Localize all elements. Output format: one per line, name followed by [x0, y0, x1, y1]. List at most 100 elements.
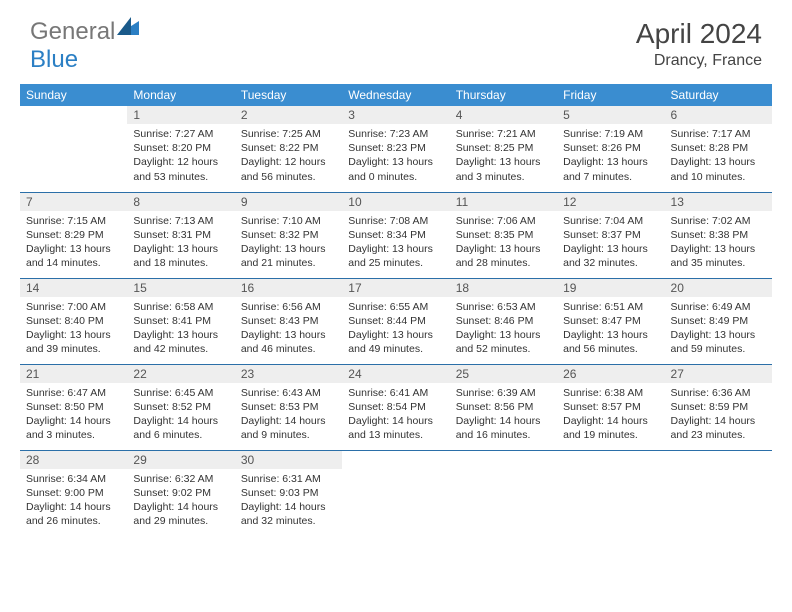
sunrise-text: Sunrise: 6:53 AM	[456, 300, 551, 314]
sunrise-text: Sunrise: 7:27 AM	[133, 127, 228, 141]
calendar-cell: 9 Sunrise: 7:10 AMSunset: 8:32 PMDaylight…	[235, 192, 342, 278]
day-number: 6	[665, 106, 772, 124]
day-number: 29	[127, 451, 234, 469]
sunrise-text: Sunrise: 6:45 AM	[133, 386, 228, 400]
day-info: Sunrise: 6:51 AMSunset: 8:47 PMDaylight:…	[557, 297, 664, 363]
day-number: 9	[235, 193, 342, 211]
daylight-text: Daylight: 14 hours and 3 minutes.	[26, 414, 121, 442]
day-number: 24	[342, 365, 449, 383]
sunset-text: Sunset: 8:28 PM	[671, 141, 766, 155]
sunrise-text: Sunrise: 7:04 AM	[563, 214, 658, 228]
day-number: 10	[342, 193, 449, 211]
daylight-text: Daylight: 14 hours and 16 minutes.	[456, 414, 551, 442]
day-info: Sunrise: 7:19 AMSunset: 8:26 PMDaylight:…	[557, 124, 664, 190]
sunrise-text: Sunrise: 6:43 AM	[241, 386, 336, 400]
day-number: 18	[450, 279, 557, 297]
daylight-text: Daylight: 14 hours and 32 minutes.	[241, 500, 336, 528]
day-number: 3	[342, 106, 449, 124]
sunrise-text: Sunrise: 7:17 AM	[671, 127, 766, 141]
title-block: April 2024 Drancy, France	[636, 18, 762, 70]
sunrise-text: Sunrise: 7:23 AM	[348, 127, 443, 141]
daylight-text: Daylight: 13 hours and 35 minutes.	[671, 242, 766, 270]
day-number: 14	[20, 279, 127, 297]
day-number: 7	[20, 193, 127, 211]
daylight-text: Daylight: 14 hours and 9 minutes.	[241, 414, 336, 442]
sunrise-text: Sunrise: 7:13 AM	[133, 214, 228, 228]
day-number: 5	[557, 106, 664, 124]
day-info: Sunrise: 6:41 AMSunset: 8:54 PMDaylight:…	[342, 383, 449, 449]
sunset-text: Sunset: 8:54 PM	[348, 400, 443, 414]
sunrise-text: Sunrise: 6:38 AM	[563, 386, 658, 400]
day-info: Sunrise: 6:53 AMSunset: 8:46 PMDaylight:…	[450, 297, 557, 363]
sunrise-text: Sunrise: 6:36 AM	[671, 386, 766, 400]
sunset-text: Sunset: 8:59 PM	[671, 400, 766, 414]
calendar-cell: 27Sunrise: 6:36 AMSunset: 8:59 PMDayligh…	[665, 364, 772, 450]
calendar-cell: .	[450, 450, 557, 536]
month-title: April 2024	[636, 18, 762, 50]
day-info: Sunrise: 6:31 AMSunset: 9:03 PMDaylight:…	[235, 469, 342, 535]
sunset-text: Sunset: 8:46 PM	[456, 314, 551, 328]
calendar-table: Sunday Monday Tuesday Wednesday Thursday…	[20, 84, 772, 536]
day-number: 27	[665, 365, 772, 383]
day-info: Sunrise: 7:15 AMSunset: 8:29 PMDaylight:…	[20, 211, 127, 277]
sunrise-text: Sunrise: 6:56 AM	[241, 300, 336, 314]
calendar-cell: 19Sunrise: 6:51 AMSunset: 8:47 PMDayligh…	[557, 278, 664, 364]
sunrise-text: Sunrise: 7:10 AM	[241, 214, 336, 228]
calendar-cell: 6Sunrise: 7:17 AMSunset: 8:28 PMDaylight…	[665, 106, 772, 192]
calendar-row: 28Sunrise: 6:34 AMSunset: 9:00 PMDayligh…	[20, 450, 772, 536]
day-info: Sunrise: 7:02 AMSunset: 8:38 PMDaylight:…	[665, 211, 772, 277]
sunset-text: Sunset: 8:52 PM	[133, 400, 228, 414]
daylight-text: Daylight: 13 hours and 32 minutes.	[563, 242, 658, 270]
calendar-cell: 1Sunrise: 7:27 AMSunset: 8:20 PMDaylight…	[127, 106, 234, 192]
day-number: 4	[450, 106, 557, 124]
day-number: 8	[127, 193, 234, 211]
calendar-cell: 22Sunrise: 6:45 AMSunset: 8:52 PMDayligh…	[127, 364, 234, 450]
sunrise-text: Sunrise: 6:55 AM	[348, 300, 443, 314]
day-info: Sunrise: 6:38 AMSunset: 8:57 PMDaylight:…	[557, 383, 664, 449]
sunset-text: Sunset: 8:38 PM	[671, 228, 766, 242]
day-info: Sunrise: 7:23 AMSunset: 8:23 PMDaylight:…	[342, 124, 449, 190]
day-info: Sunrise: 6:34 AMSunset: 9:00 PMDaylight:…	[20, 469, 127, 535]
sunset-text: Sunset: 8:32 PM	[241, 228, 336, 242]
weekday-header: Friday	[557, 84, 664, 106]
sunrise-text: Sunrise: 6:51 AM	[563, 300, 658, 314]
sunset-text: Sunset: 8:26 PM	[563, 141, 658, 155]
calendar-cell: 24Sunrise: 6:41 AMSunset: 8:54 PMDayligh…	[342, 364, 449, 450]
day-number: 26	[557, 365, 664, 383]
sunset-text: Sunset: 8:50 PM	[26, 400, 121, 414]
sunset-text: Sunset: 8:35 PM	[456, 228, 551, 242]
daylight-text: Daylight: 13 hours and 14 minutes.	[26, 242, 121, 270]
day-number: 28	[20, 451, 127, 469]
calendar-cell: .	[557, 450, 664, 536]
sunrise-text: Sunrise: 7:02 AM	[671, 214, 766, 228]
sunset-text: Sunset: 8:40 PM	[26, 314, 121, 328]
calendar-cell: 21Sunrise: 6:47 AMSunset: 8:50 PMDayligh…	[20, 364, 127, 450]
logo: General	[30, 18, 139, 46]
calendar-cell: 25Sunrise: 6:39 AMSunset: 8:56 PMDayligh…	[450, 364, 557, 450]
sunset-text: Sunset: 8:31 PM	[133, 228, 228, 242]
weekday-row: Sunday Monday Tuesday Wednesday Thursday…	[20, 84, 772, 106]
calendar-cell: 7Sunrise: 7:15 AMSunset: 8:29 PMDaylight…	[20, 192, 127, 278]
calendar-cell: 14Sunrise: 7:00 AMSunset: 8:40 PMDayligh…	[20, 278, 127, 364]
calendar-cell: .	[342, 450, 449, 536]
daylight-text: Daylight: 13 hours and 7 minutes.	[563, 155, 658, 183]
weekday-header: Wednesday	[342, 84, 449, 106]
sunset-text: Sunset: 8:47 PM	[563, 314, 658, 328]
daylight-text: Daylight: 13 hours and 21 minutes.	[241, 242, 336, 270]
calendar-cell: 2Sunrise: 7:25 AMSunset: 8:22 PMDaylight…	[235, 106, 342, 192]
day-number: 25	[450, 365, 557, 383]
sunset-text: Sunset: 8:37 PM	[563, 228, 658, 242]
day-number: 21	[20, 365, 127, 383]
daylight-text: Daylight: 14 hours and 6 minutes.	[133, 414, 228, 442]
weekday-header: Saturday	[665, 84, 772, 106]
day-info: Sunrise: 6:49 AMSunset: 8:49 PMDaylight:…	[665, 297, 772, 363]
sunset-text: Sunset: 8:44 PM	[348, 314, 443, 328]
calendar-cell: .	[20, 106, 127, 192]
day-number: 17	[342, 279, 449, 297]
calendar-cell: 3Sunrise: 7:23 AMSunset: 8:23 PMDaylight…	[342, 106, 449, 192]
calendar-cell: 18Sunrise: 6:53 AMSunset: 8:46 PMDayligh…	[450, 278, 557, 364]
sunrise-text: Sunrise: 7:08 AM	[348, 214, 443, 228]
day-info: Sunrise: 6:32 AMSunset: 9:02 PMDaylight:…	[127, 469, 234, 535]
day-info: Sunrise: 7:21 AMSunset: 8:25 PMDaylight:…	[450, 124, 557, 190]
calendar-cell: 17Sunrise: 6:55 AMSunset: 8:44 PMDayligh…	[342, 278, 449, 364]
